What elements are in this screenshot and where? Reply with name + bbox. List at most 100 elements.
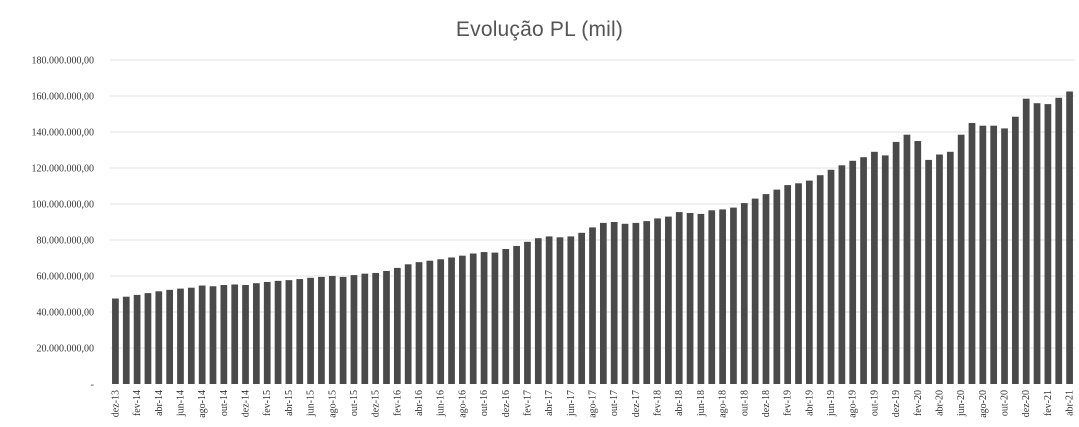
bar-jun-14 — [177, 288, 184, 384]
bar-mai-15 — [296, 279, 304, 384]
x-tick-label: jun-19 — [826, 390, 837, 417]
bar-mar-19 — [795, 183, 802, 384]
bar-nov-15 — [361, 273, 369, 384]
bar-jul-19 — [838, 165, 846, 384]
bar-out-19 — [871, 151, 878, 384]
x-tick-label: fev-16 — [392, 390, 403, 416]
x-tick-label: out-20 — [1000, 390, 1011, 416]
x-tick-label: ago-19 — [848, 390, 859, 418]
bar-mar-18 — [665, 216, 672, 384]
bar-fev-19 — [784, 185, 792, 384]
bar-jan-21 — [1033, 103, 1041, 384]
bar-fev-15 — [263, 281, 271, 384]
x-tick-label: out-15 — [349, 390, 360, 416]
bar-jan-17 — [513, 245, 520, 384]
x-tick-label: ago-18 — [718, 390, 729, 418]
bar-abr-20 — [936, 154, 943, 384]
bar-ago-15 — [328, 276, 336, 384]
x-tick-label: dez-13 — [110, 390, 121, 417]
y-tick-label: 40.000.000,00 — [37, 308, 95, 319]
bar-set-20 — [990, 125, 998, 384]
bar-mar-20 — [925, 159, 932, 384]
bar-out-15 — [350, 275, 358, 384]
bar-dez-14 — [242, 285, 249, 384]
x-tick-label: out-17 — [609, 390, 620, 416]
x-tick-label: jun-15 — [306, 390, 317, 417]
bar-mai-18 — [686, 213, 694, 384]
x-tick-label: dez-15 — [371, 390, 382, 417]
y-tick-label: 80.000.000,00 — [37, 236, 95, 247]
bar-jun-20 — [957, 134, 965, 384]
bar-abr-16 — [415, 262, 423, 384]
x-tick-label: dez-20 — [1021, 390, 1032, 417]
bar-mar-15 — [274, 280, 282, 384]
x-tick-label: abr-21 — [1065, 390, 1076, 416]
x-tick-label: out-19 — [869, 390, 880, 416]
bar-set-18 — [730, 207, 737, 384]
x-tick-label: fev-14 — [132, 390, 143, 416]
x-tick-label: out-16 — [479, 390, 490, 416]
x-tick-label: fev-19 — [783, 390, 794, 416]
bar-fev-14 — [133, 294, 141, 384]
bar-dez-19 — [892, 141, 900, 384]
y-tick-label: 60.000.000,00 — [37, 272, 95, 283]
y-axis-tick-labels: - 20.000.000,00 40.000.000,00 60.000.000,00… — [32, 56, 95, 391]
x-tick-label: fev-20 — [913, 390, 924, 416]
bar-fev-18 — [654, 218, 661, 384]
x-tick-label: ago-16 — [457, 390, 468, 418]
bar-abr-14 — [155, 291, 163, 384]
bars — [112, 91, 1073, 385]
bar-dez-18 — [762, 194, 770, 384]
bar-jan-18 — [643, 221, 651, 384]
bar-abr-17 — [545, 236, 553, 384]
bar-set-19 — [860, 157, 867, 384]
chart-title: Evolução PL (mil) — [455, 18, 624, 41]
bar-dez-13 — [112, 298, 119, 384]
bar-set-14 — [209, 286, 217, 384]
bar-abr-19 — [805, 180, 813, 384]
bar-fev-16 — [393, 267, 401, 384]
bar-jan-20 — [903, 134, 911, 384]
bar-ago-19 — [849, 160, 857, 384]
x-tick-label: abr-20 — [934, 390, 945, 416]
x-tick-label: jun-20 — [956, 390, 967, 417]
bar-dez-15 — [372, 272, 380, 384]
bar-out-17 — [610, 222, 618, 384]
bar-jun-19 — [827, 169, 835, 384]
bar-ago-17 — [589, 227, 596, 384]
bar-mar-17 — [534, 238, 542, 384]
y-tick-label: 20.000.000,00 — [37, 344, 95, 355]
bar-nov-18 — [751, 198, 759, 384]
x-tick-label: abr-14 — [154, 390, 165, 416]
bar-fev-21 — [1044, 104, 1052, 384]
bar-jul-17 — [578, 232, 586, 384]
bar-ago-20 — [979, 125, 987, 384]
bar-mai-16 — [426, 260, 434, 384]
bar-ago-18 — [719, 209, 726, 384]
y-tick-label: - — [91, 380, 94, 391]
bar-jul-18 — [708, 210, 716, 384]
y-tick-label: 100.000.000,00 — [32, 200, 95, 211]
bar-fev-17 — [524, 241, 531, 384]
bar-jun-17 — [567, 236, 575, 384]
bar-dez-20 — [1022, 98, 1030, 384]
x-tick-label: abr-19 — [804, 390, 815, 416]
bar-out-18 — [740, 203, 748, 384]
bar-jan-19 — [773, 189, 781, 384]
x-tick-label: abr-17 — [544, 390, 555, 416]
y-tick-label: 180.000.000,00 — [32, 56, 95, 67]
bar-abr-21 — [1066, 91, 1073, 384]
bar-out-20 — [1001, 128, 1008, 384]
y-tick-label: 160.000.000,00 — [32, 92, 95, 103]
x-tick-label: dez-14 — [241, 390, 252, 417]
bar-abr-15 — [285, 280, 293, 384]
bar-nov-16 — [491, 252, 499, 384]
bar-mar-21 — [1055, 97, 1063, 385]
bar-jun-18 — [697, 213, 705, 384]
bar-ago-14 — [198, 285, 206, 384]
bar-set-16 — [469, 253, 477, 384]
x-tick-label: ago-14 — [197, 390, 208, 418]
bar-jul-15 — [318, 276, 325, 384]
bar-out-16 — [480, 252, 488, 384]
